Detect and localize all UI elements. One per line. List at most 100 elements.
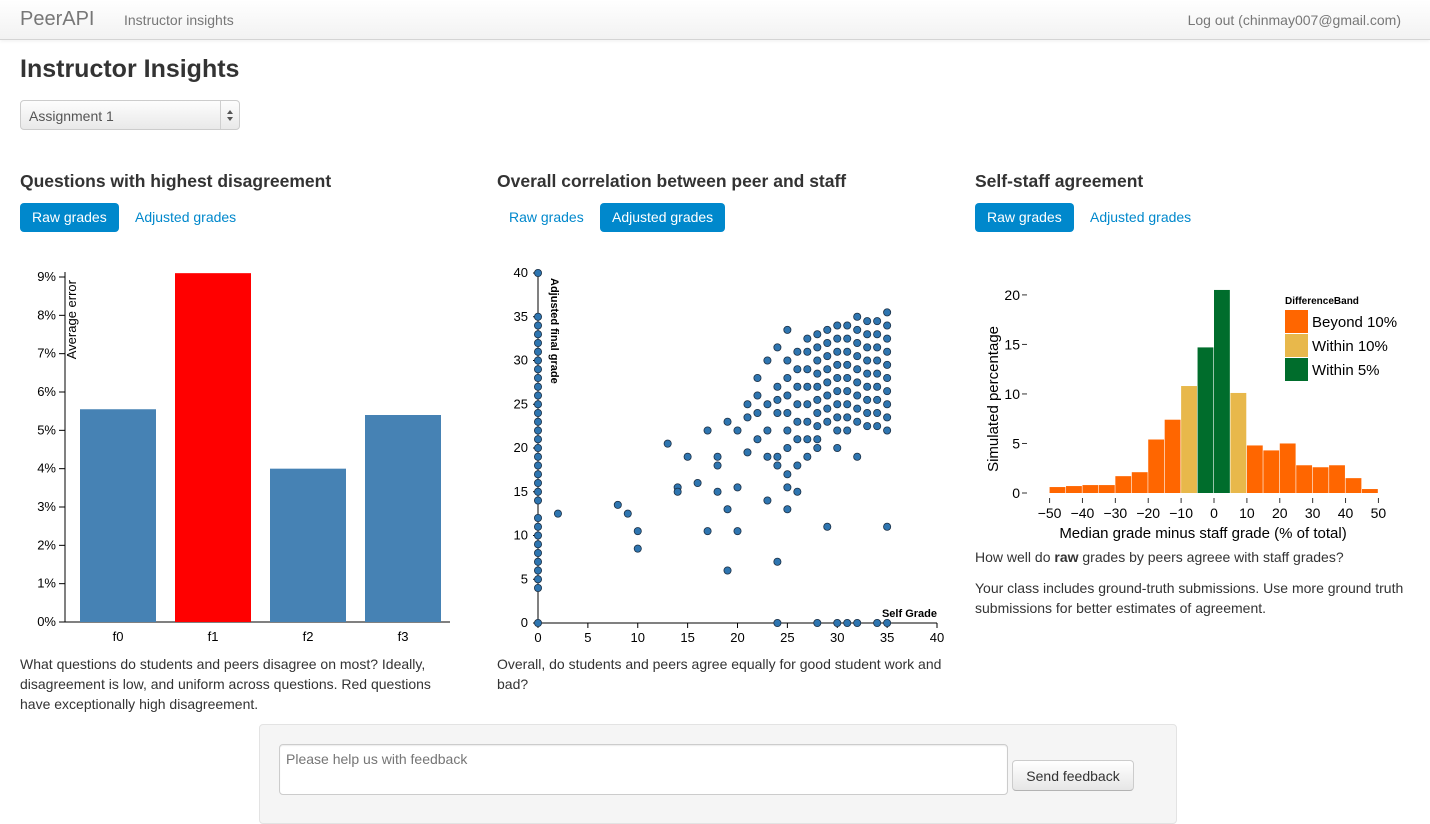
scatter-point — [793, 400, 802, 409]
scatter-point — [853, 618, 862, 627]
histogram-bar — [1082, 485, 1099, 493]
scatter-point — [763, 400, 772, 409]
x-tick-label: f1 — [208, 629, 219, 644]
histogram-bar — [1345, 478, 1362, 493]
histogram-bar — [1164, 419, 1181, 493]
scatter-point — [534, 339, 543, 348]
scatter-point — [534, 470, 543, 479]
scatter-point — [873, 356, 882, 365]
scatter-point — [713, 452, 722, 461]
scatter-point — [773, 382, 782, 391]
y-tick-label: 40 — [514, 265, 528, 280]
scatter-point — [843, 618, 852, 627]
scatter-point — [633, 527, 642, 536]
scatter-point — [534, 321, 543, 330]
scatter-point — [823, 404, 832, 413]
scatter-point — [853, 404, 862, 413]
scatter-point — [853, 365, 862, 374]
nav-link-instructor-insights[interactable]: Instructor insights — [124, 12, 234, 28]
panel3-tab-adjusted-grades[interactable]: Adjusted grades — [1090, 209, 1192, 225]
x-axis-label: Self Grade — [882, 608, 937, 620]
x-tick-label: 30 — [830, 630, 844, 645]
scatter-point — [853, 312, 862, 321]
y-axis-label: Adjusted final grade — [548, 278, 560, 384]
scatter-point — [673, 487, 682, 496]
scatter-point — [534, 461, 543, 470]
disagreement-bar-chart: 0% 1% 2% 3% 4% 5% 6% 7% 8% 9% f0 f1 f2 f3 Average erro… — [37, 269, 450, 644]
scatter-point — [813, 382, 822, 391]
scatter-point — [843, 334, 852, 343]
panel1-tab-raw-grades[interactable]: Raw grades — [20, 203, 119, 232]
scatter-point — [683, 452, 692, 461]
scatter-point — [883, 347, 892, 356]
select-arrows-icon — [220, 101, 239, 129]
scatter-point — [883, 308, 892, 317]
scatter-point — [823, 352, 832, 361]
scatter-point — [703, 527, 712, 536]
scatter-point — [833, 321, 842, 330]
scatter-point — [534, 443, 543, 452]
scatter-point — [753, 391, 762, 400]
scatter-point — [883, 618, 892, 627]
scatter-point — [843, 413, 852, 422]
histogram-bar — [1312, 467, 1329, 493]
panel2-tab-adjusted-grades[interactable]: Adjusted grades — [600, 203, 726, 232]
feedback-input[interactable] — [279, 744, 1008, 795]
scatter-point — [853, 378, 862, 387]
scatter-point — [613, 500, 622, 509]
scatter-point — [843, 374, 852, 383]
bar-f2 — [270, 468, 346, 622]
scatter-point — [534, 312, 543, 321]
histogram-bar — [1246, 445, 1263, 493]
x-tick-label: −20 — [1136, 505, 1160, 521]
y-tick-label: 30 — [514, 353, 528, 368]
histogram-bar — [1230, 392, 1247, 493]
legend-label: Beyond 10% — [1312, 314, 1397, 331]
scatter-point — [803, 347, 812, 356]
histogram-bar — [1049, 487, 1066, 493]
panel3-tab-raw-grades[interactable]: Raw grades — [975, 203, 1074, 232]
scatter-point — [863, 382, 872, 391]
assignment-select[interactable]: Assignment 1 — [20, 100, 240, 130]
panel3-description: How well do raw grades by peers agreee w… — [975, 547, 1425, 567]
x-tick-label: 25 — [780, 630, 794, 645]
histogram-bar — [1115, 476, 1132, 493]
scatter-point — [793, 435, 802, 444]
y-tick-label: 0 — [521, 615, 528, 630]
panel1-tab-adjusted-grades[interactable]: Adjusted grades — [135, 209, 237, 225]
scatter-point — [833, 618, 842, 627]
scatter-point — [534, 330, 543, 339]
scatter-point — [873, 422, 882, 431]
self-staff-histogram: 0 5 10 15 20 −50 −40 −30 −20 −10 0 10 20 30 40 50 Median… — [985, 287, 1397, 542]
scatter-point — [534, 540, 543, 549]
x-tick-label: 0 — [1210, 505, 1218, 521]
scatter-point — [813, 435, 822, 444]
bar-f0 — [80, 409, 156, 622]
scatter-point — [534, 478, 543, 487]
y-tick-label: 25 — [514, 396, 528, 411]
top-navbar: PeerAPI Instructor insights Log out (chi… — [0, 0, 1430, 40]
scatter-point — [753, 408, 762, 417]
legend-title: DifferenceBand — [1285, 296, 1359, 307]
x-tick-label: 50 — [1371, 505, 1387, 521]
scatter-point — [793, 347, 802, 356]
logout-link[interactable]: Log out (chinmay007@gmail.com) — [1187, 12, 1401, 28]
y-tick-label: 10 — [1004, 386, 1020, 402]
scatter-point — [534, 365, 543, 374]
scatter-point — [663, 439, 672, 448]
scatter-point — [534, 557, 543, 566]
scatter-point — [534, 513, 543, 522]
panel3-description-bold: raw — [1054, 549, 1079, 565]
scatter-point — [883, 334, 892, 343]
scatter-point — [793, 365, 802, 374]
panel2-tab-raw-grades[interactable]: Raw grades — [509, 209, 584, 225]
histogram-bar — [1214, 289, 1230, 493]
scatter-point — [534, 269, 543, 277]
brand-logo[interactable]: PeerAPI — [20, 8, 95, 30]
histogram-bar — [1181, 386, 1197, 493]
send-feedback-button[interactable]: Send feedback — [1012, 760, 1134, 791]
scatter-point — [693, 478, 702, 487]
histogram-bar — [1279, 443, 1296, 493]
scatter-point — [833, 400, 842, 409]
scatter-point — [773, 618, 782, 627]
